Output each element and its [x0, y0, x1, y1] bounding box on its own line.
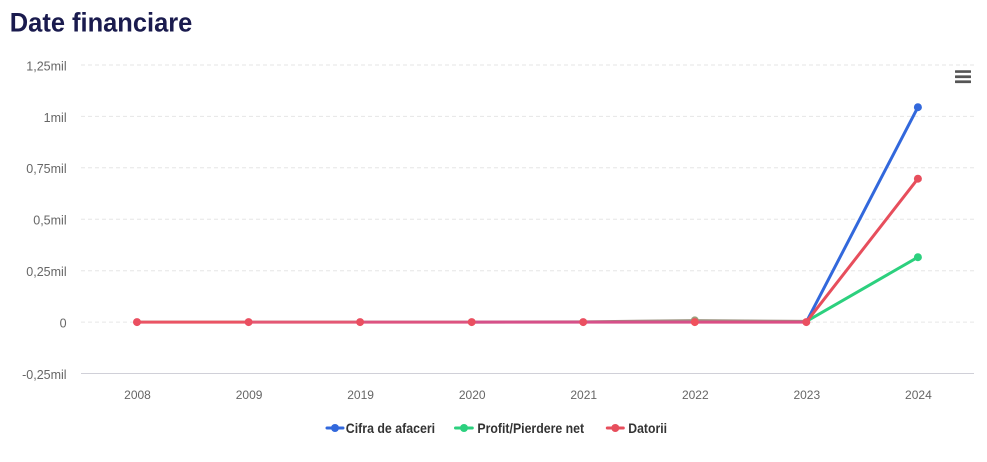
svg-text:0,5mil: 0,5mil — [33, 214, 66, 228]
svg-text:Date financiare: Date financiare — [10, 8, 193, 38]
svg-text:2009: 2009 — [236, 388, 263, 402]
svg-text:2023: 2023 — [793, 388, 820, 402]
svg-text:0,25mil: 0,25mil — [26, 265, 66, 279]
svg-text:1mil: 1mil — [44, 111, 67, 125]
svg-text:0: 0 — [60, 317, 67, 331]
svg-text:-0,25mil: -0,25mil — [22, 368, 66, 382]
svg-text:2021: 2021 — [570, 388, 597, 402]
svg-text:2022: 2022 — [682, 388, 709, 402]
svg-text:2019: 2019 — [347, 388, 374, 402]
svg-text:Datorii: Datorii — [628, 420, 667, 436]
svg-text:Cifra de afaceri: Cifra de afaceri — [346, 420, 435, 436]
svg-text:2020: 2020 — [459, 388, 486, 402]
svg-text:2024: 2024 — [905, 388, 932, 402]
svg-text:1,25mil: 1,25mil — [26, 59, 66, 73]
svg-text:0,75mil: 0,75mil — [26, 162, 66, 176]
svg-text:2008: 2008 — [124, 388, 151, 402]
svg-text:Profit/Pierdere net: Profit/Pierdere net — [477, 420, 584, 436]
